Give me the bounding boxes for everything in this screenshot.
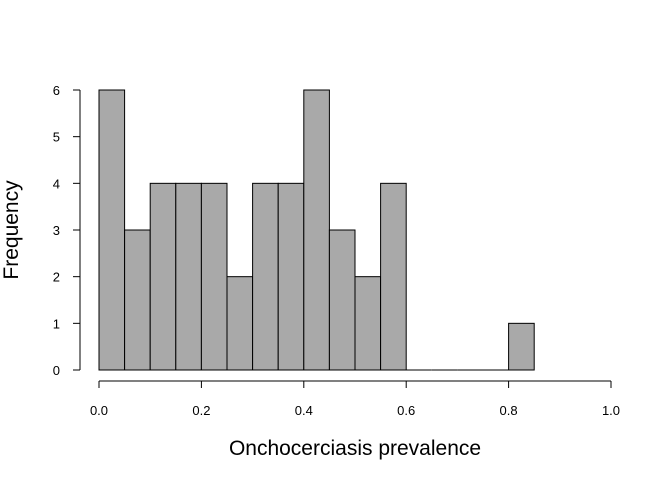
x-tick-label-5: 1.0	[602, 403, 620, 418]
histogram-bar-3	[175, 182, 202, 371]
histogram-bar-8	[303, 89, 330, 371]
y-tick-label-4: 4	[53, 176, 60, 191]
y-tick-label-3: 3	[53, 223, 60, 238]
x-tick-label-3: 0.6	[397, 403, 415, 418]
x-tick-label-2: 0.4	[295, 403, 313, 418]
y-axis: 0 1 2 3 4 5 6	[53, 83, 81, 378]
y-tick-label-6: 6	[53, 83, 60, 98]
histogram-bar-0	[98, 89, 126, 371]
histogram-bar-9	[328, 229, 356, 371]
x-tick-label-0: 0.0	[90, 403, 108, 418]
x-axis-title: Onchocerciasis prevalence	[229, 437, 481, 460]
histogram-bar-5	[226, 276, 254, 371]
y-tick-label-5: 5	[53, 130, 60, 145]
histogram-bar-4	[200, 182, 228, 371]
histogram-bar-2	[149, 182, 177, 371]
y-tick-label-2: 2	[53, 270, 60, 285]
x-axis: 0.0 0.2 0.4 0.6 0.8 1.0	[90, 380, 620, 418]
y-tick-label-1: 1	[53, 316, 60, 331]
y-axis-title: Frequency	[0, 180, 23, 280]
histogram-bar-6	[252, 182, 279, 371]
y-tick-label-0: 0	[53, 363, 60, 378]
histogram-bar-16	[508, 322, 535, 371]
histogram-bar-1	[124, 229, 151, 371]
histogram-bar-7	[277, 182, 305, 371]
histogram-bar-11	[380, 182, 407, 371]
x-tick-label-1: 0.2	[192, 403, 210, 418]
histogram-bar-10	[354, 276, 382, 371]
x-tick-label-4: 0.8	[500, 403, 518, 418]
histogram-bars	[98, 89, 535, 371]
